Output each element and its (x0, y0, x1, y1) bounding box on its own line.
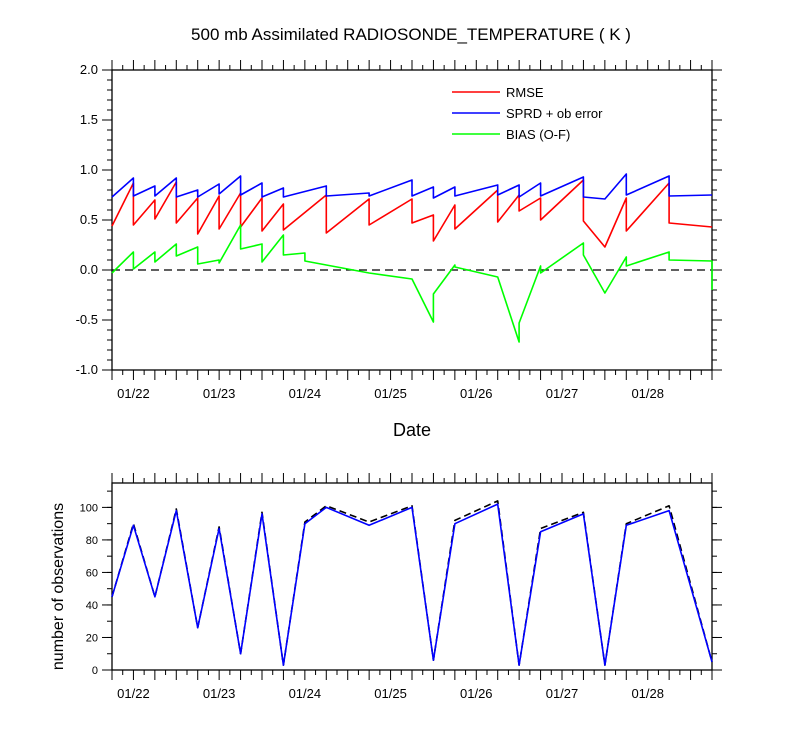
y-axis-title: number of observations (50, 503, 67, 670)
y-tick-label: 80 (86, 535, 98, 547)
x-tick-label: 01/28 (631, 686, 664, 701)
legend-label-sprd-ob-error: SPRD + ob error (506, 106, 603, 121)
x-tick-label: 01/26 (460, 686, 493, 701)
legend-label-bias-o-f: BIAS (O-F) (506, 127, 570, 142)
y-tick-label: -0.5 (76, 312, 98, 327)
observation-count-panel: 100 80 60 40 20 0 01/22 01/23 01/24 01/25 01/26 01/… (50, 473, 722, 701)
x-tick-label: 01/27 (546, 386, 579, 401)
x-tick-label: 01/22 (117, 686, 150, 701)
y-tick-label: 0.5 (80, 212, 98, 227)
x-tick-label: 01/23 (203, 386, 236, 401)
y-tick-label: 20 (86, 632, 98, 644)
x-tick-label: 01/26 (460, 386, 493, 401)
y-tick-label: 2.0 (80, 62, 98, 77)
x-tick-label: 01/22 (117, 386, 150, 401)
legend-label-rmse: RMSE (506, 85, 544, 100)
x-tick-label: 01/27 (546, 686, 579, 701)
x-tick-label: 01/25 (374, 686, 407, 701)
y-tick-label: 0 (92, 665, 98, 677)
x-tick-label: 01/28 (631, 386, 664, 401)
series-line-possible (111, 500, 713, 666)
x-tick-label: 01/23 (203, 686, 236, 701)
series-line-assimilated (111, 503, 713, 666)
y-tick-label: 100 (80, 502, 98, 514)
series-line-sprd-ob-error (111, 173, 713, 200)
x-tick-label: 01/25 (374, 386, 407, 401)
y-tick-label: 40 (86, 600, 98, 612)
y-tick-label: -1.0 (76, 362, 98, 377)
x-tick-label: 01/24 (289, 386, 322, 401)
series-line-bias-o-f (111, 224, 713, 343)
x-axis-title: Date (393, 420, 431, 440)
chart-title: 500 mb Assimilated RADIOSONDE_TEMPERATUR… (191, 25, 631, 44)
x-tick-label: 01/24 (289, 686, 322, 701)
y-tick-label: 1.0 (80, 162, 98, 177)
y-tick-label: 60 (86, 567, 98, 579)
y-tick-label: 0.0 (80, 262, 98, 277)
y-tick-label: 1.5 (80, 112, 98, 127)
bias-rmse-panel: 2.0 1.5 1.0 0.5 0.0 -0.5 -1.0 01/22 01/23 01/24 01… (76, 25, 722, 440)
